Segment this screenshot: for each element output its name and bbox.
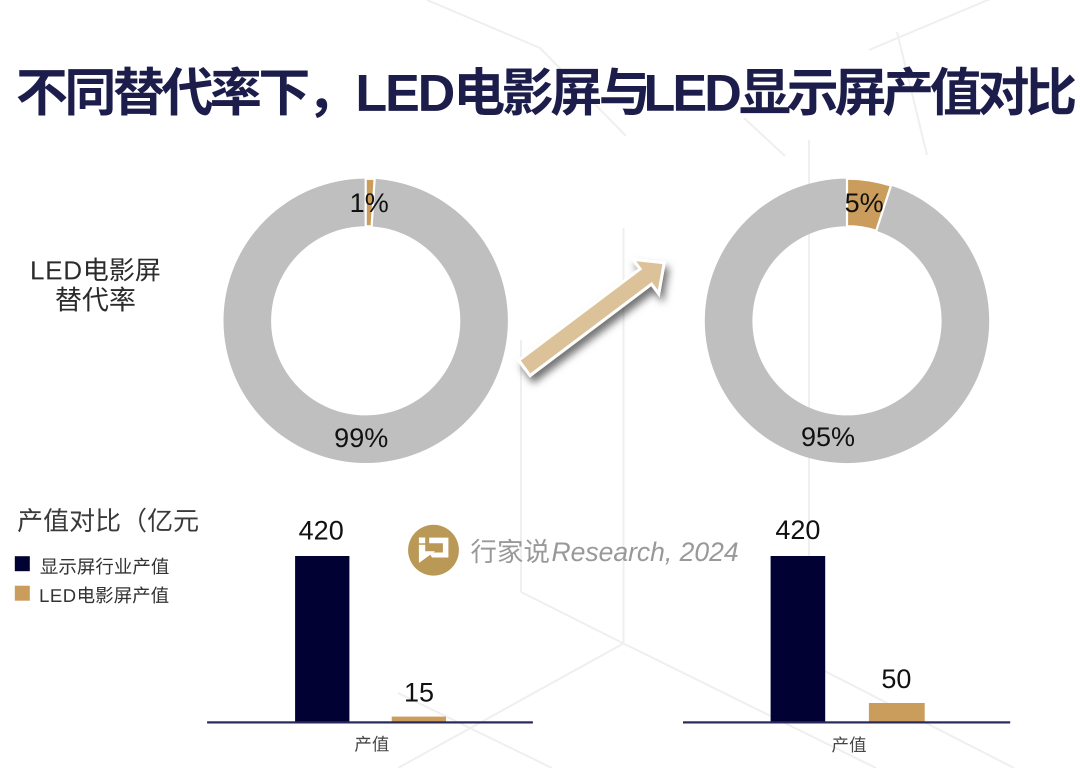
- svg-text:420: 420: [775, 515, 820, 545]
- svg-text:95%: 95%: [801, 422, 855, 452]
- svg-text:1%: 1%: [350, 188, 389, 218]
- svg-text:99%: 99%: [334, 423, 388, 453]
- svg-text:420: 420: [299, 516, 344, 546]
- svg-text:50: 50: [881, 664, 911, 694]
- svg-text:5%: 5%: [845, 188, 884, 218]
- svg-text:15: 15: [404, 678, 434, 708]
- svg-text:Research, 2024: Research, 2024: [552, 537, 739, 567]
